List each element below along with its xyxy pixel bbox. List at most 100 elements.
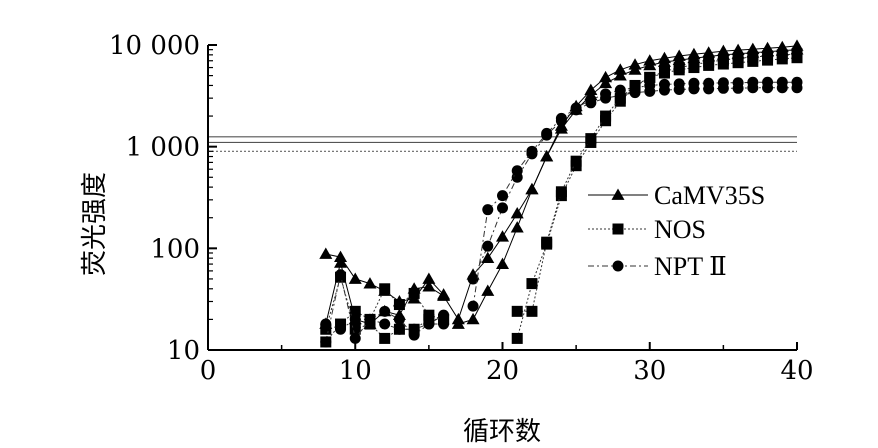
data-point [349,323,361,335]
data-point [393,313,405,325]
legend-label: NPT Ⅱ [654,252,727,281]
y-tick-label: 1 000 [126,133,200,163]
data-point [437,289,451,301]
data-point [614,84,626,96]
data-point [438,309,450,321]
data-point [379,283,391,295]
data-point [644,71,656,83]
data-point [628,63,642,75]
x-tick-label: 20 [486,356,519,386]
data-point [747,76,759,88]
x-tick-label: 40 [780,356,813,386]
data-point [525,182,539,195]
series-line [517,57,798,312]
data-point [497,202,508,214]
x-tick-label: 30 [633,356,666,386]
data-point [585,133,597,145]
data-point [658,78,670,90]
data-point [364,313,376,325]
data-point [496,230,509,242]
data-point [717,77,729,89]
data-point [379,305,391,317]
data-point [555,112,567,124]
data-point [466,312,480,325]
x-axis-title: 循环数 [463,417,541,447]
data-point [334,250,348,262]
data-point [600,110,612,122]
data-point [570,155,582,167]
data-point [335,269,347,281]
data-point [481,284,495,296]
data-point [497,190,508,202]
data-point [482,240,494,252]
data-point [451,317,465,329]
x-tick-label: 0 [200,356,217,386]
data-point [688,77,700,89]
series-circle [320,76,803,348]
data-point [585,94,597,106]
data-point [658,67,670,79]
data-point [393,323,405,335]
data-point [541,127,553,139]
data-point [511,332,523,344]
series-layer [319,39,804,348]
data-point [423,318,435,330]
data-point [747,55,759,67]
data-point [511,165,523,177]
data-point [320,336,332,348]
data-point [613,63,627,75]
data-point [629,82,641,94]
data-point [393,299,405,311]
legend-marker [612,260,624,272]
data-point [481,251,495,264]
data-point [776,53,788,65]
data-point [703,59,715,71]
data-point [791,76,803,88]
data-point [335,323,347,335]
data-point [762,76,774,88]
data-point [422,280,436,292]
data-point [717,58,729,70]
data-point [732,57,744,69]
data-point [599,70,613,83]
data-point [526,278,538,290]
x-tick-label: 10 [339,356,372,386]
data-point [540,150,554,162]
threshold-lines [208,136,797,152]
data-point [644,79,656,91]
y-tick-label: 100 [150,234,200,264]
data-point [496,257,509,269]
data-point [673,78,685,90]
legend-label: CaMV35S [654,181,765,210]
data-point [673,64,685,76]
data-point [599,76,613,89]
data-point [510,221,524,233]
data-point [688,62,700,74]
y-tick-label: 10 [167,336,200,366]
data-point [526,145,538,157]
data-point [408,287,420,299]
data-point [776,76,788,88]
data-point [379,332,391,344]
data-point [613,69,627,81]
data-point [554,122,568,134]
data-point [348,272,362,284]
data-point [349,305,361,317]
data-point [319,247,333,259]
data-point [510,207,524,219]
data-point [422,272,436,284]
data-point [511,305,523,317]
data-point [379,318,391,330]
data-point [408,323,420,335]
data-point [555,186,567,198]
data-point [791,52,803,64]
legend: CaMV35S NOS NPT Ⅱ [588,181,765,281]
data-point [349,332,361,344]
data-point [762,54,774,66]
y-axis-ticks: 10 100 1 000 10 000 [109,31,217,366]
data-point [349,313,361,325]
data-point [570,102,582,114]
x-axis-ticks: 0 10 20 30 40 [200,342,814,386]
data-point [438,318,450,330]
